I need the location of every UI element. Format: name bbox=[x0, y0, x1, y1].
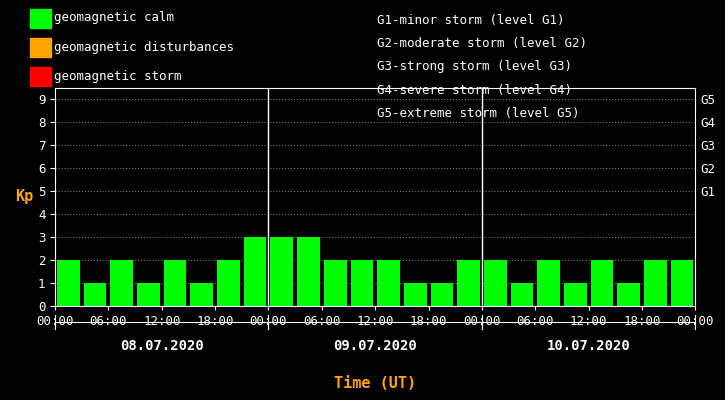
Text: geomagnetic storm: geomagnetic storm bbox=[54, 70, 182, 83]
Bar bbox=[404, 283, 426, 306]
Bar bbox=[431, 283, 453, 306]
Y-axis label: Kp: Kp bbox=[15, 190, 33, 204]
Text: G1-minor storm (level G1): G1-minor storm (level G1) bbox=[377, 14, 565, 27]
Bar bbox=[297, 237, 320, 306]
Bar bbox=[244, 237, 267, 306]
Bar bbox=[191, 283, 213, 306]
Bar bbox=[510, 283, 533, 306]
Text: G4-severe storm (level G4): G4-severe storm (level G4) bbox=[377, 84, 572, 97]
Bar bbox=[564, 283, 587, 306]
Bar bbox=[377, 260, 400, 306]
Bar bbox=[57, 260, 80, 306]
Text: G5-extreme storm (level G5): G5-extreme storm (level G5) bbox=[377, 107, 579, 120]
Bar bbox=[137, 283, 160, 306]
Bar bbox=[164, 260, 186, 306]
Bar bbox=[484, 260, 507, 306]
Text: G2-moderate storm (level G2): G2-moderate storm (level G2) bbox=[377, 37, 587, 50]
Bar bbox=[591, 260, 613, 306]
Text: 09.07.2020: 09.07.2020 bbox=[334, 339, 417, 353]
Bar bbox=[350, 260, 373, 306]
Text: 08.07.2020: 08.07.2020 bbox=[120, 339, 204, 353]
Bar bbox=[617, 283, 640, 306]
Bar bbox=[457, 260, 480, 306]
Text: geomagnetic calm: geomagnetic calm bbox=[54, 12, 175, 24]
Bar bbox=[270, 237, 293, 306]
Text: 10.07.2020: 10.07.2020 bbox=[547, 339, 631, 353]
Text: Time (UT): Time (UT) bbox=[334, 376, 416, 392]
Text: geomagnetic disturbances: geomagnetic disturbances bbox=[54, 41, 234, 54]
Bar bbox=[218, 260, 240, 306]
Bar bbox=[84, 283, 107, 306]
Bar bbox=[644, 260, 666, 306]
Bar bbox=[110, 260, 133, 306]
Bar bbox=[537, 260, 560, 306]
Bar bbox=[671, 260, 693, 306]
Bar bbox=[324, 260, 347, 306]
Text: G3-strong storm (level G3): G3-strong storm (level G3) bbox=[377, 60, 572, 74]
